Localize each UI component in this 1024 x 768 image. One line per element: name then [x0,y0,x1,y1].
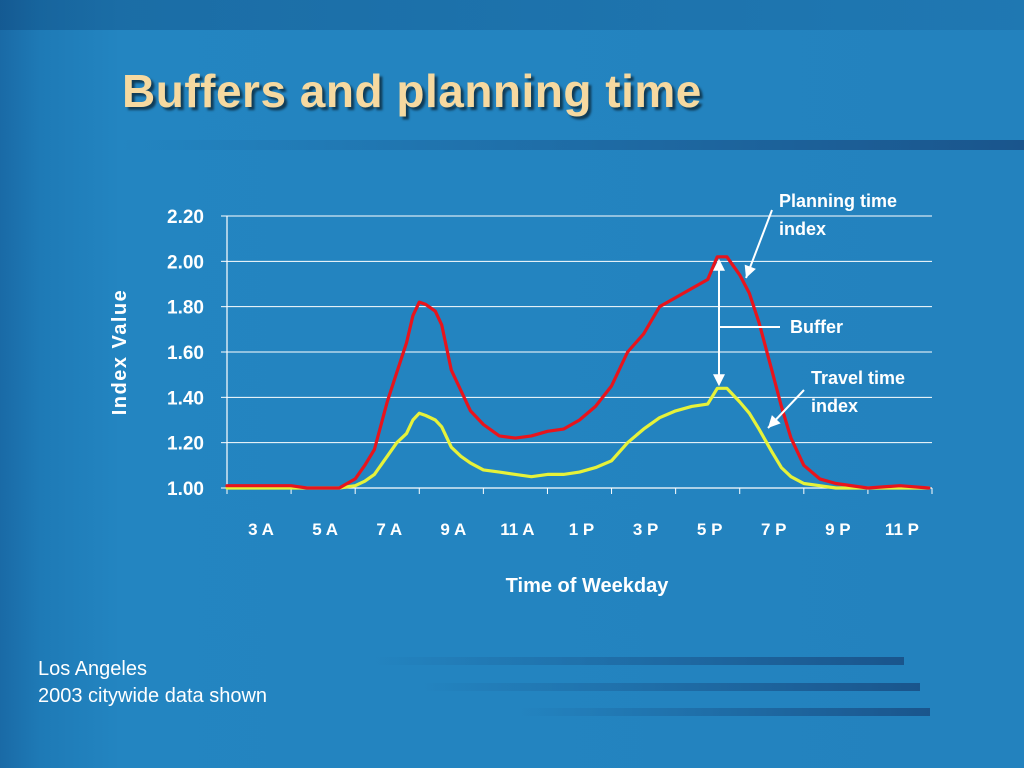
planning-time-index-line [225,255,931,490]
y-tick-label: 1.60 [167,343,204,364]
annotation-planning-line1: Planning time [779,191,897,211]
footer-stripe-2 [420,683,920,691]
travel-pointer-arrow-head [768,415,781,428]
x-tick-label: 9 P [825,520,851,539]
x-tick-label: 5 A [312,520,338,539]
y-tick-label: 1.20 [167,434,204,455]
annotation-buffer: Buffer [790,317,843,337]
footer-note: Los Angeles 2003 citywide data shown [38,656,267,710]
annotation-travel-line2: index [811,396,858,416]
planning-pointer-arrow-head [744,264,756,278]
footer-stripe-1 [370,657,904,665]
chart-grid: 1.00 1.20 1.40 1.60 1.80 2.00 2.20 3 A 5 A 7 A 9 A… [167,207,933,539]
chart-annotations: Planning time index Buffer Travel time i… [713,191,905,429]
annotation-travel-line1: Travel time [811,368,905,388]
y-tick-label: 2.20 [167,207,204,228]
y-tick-label: 1.80 [167,298,204,319]
x-tick-label: 11 P [885,520,919,539]
x-tick-label: 1 P [569,520,595,539]
slide-title: Buffers and planning time [122,65,702,117]
top-band-decoration [0,0,1024,30]
title-underline-stripe [120,140,1024,150]
x-tick-label: 7 A [376,520,402,539]
chart-series [225,255,931,490]
y-tick-label: 1.40 [167,388,204,409]
buffer-arrow-head-top [713,258,725,271]
x-tick-label: 9 A [440,520,466,539]
y-axis-title: Index Value [109,289,131,416]
x-tick-label: 3 A [248,520,274,539]
x-tick-label: 7 P [761,520,787,539]
footer-stripe-3 [520,708,930,716]
footer-data-note: 2003 citywide data shown [38,685,268,707]
x-tick-label: 5 P [697,520,723,539]
x-tick-label: 11 A [500,520,534,539]
buffer-arrow-head-bottom [713,374,725,387]
y-tick-label: 1.00 [167,479,204,500]
annotation-planning-line2: index [779,219,826,239]
planning-pointer-arrow [745,209,773,279]
y-tick-label: 2.00 [167,252,204,273]
footer-location: Los Angeles [38,658,147,680]
x-tick-label: 3 P [633,520,659,539]
x-axis-title: Time of Weekday [506,575,670,597]
travel-time-index-line [225,386,931,490]
